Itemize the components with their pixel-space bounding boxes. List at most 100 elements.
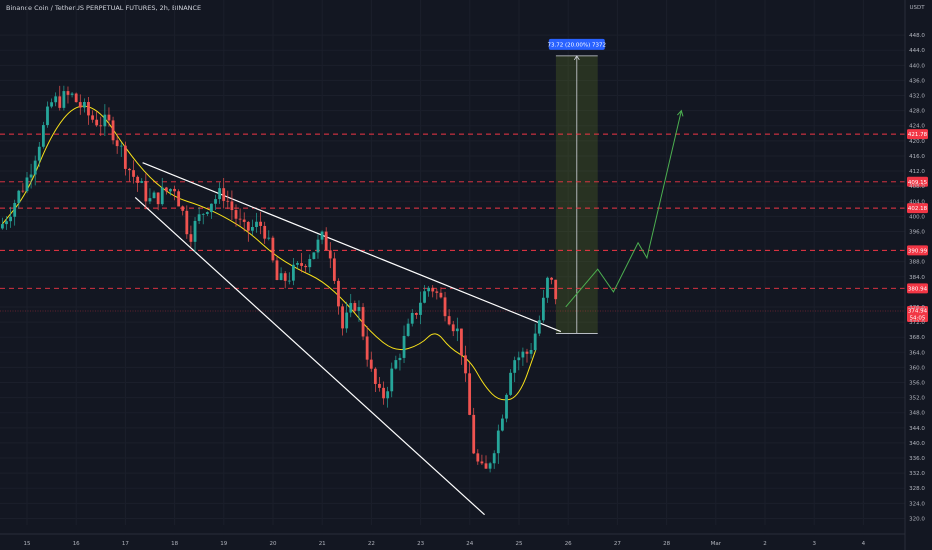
candle-body	[546, 277, 549, 298]
price-tick-label: 404.0	[909, 199, 925, 205]
candle-body	[390, 368, 394, 392]
resistance-tag: 409.15	[907, 176, 928, 187]
measure-label: 73.72 (20.00%) 7372	[548, 42, 607, 48]
resistance-tag: 402.18	[907, 203, 928, 214]
price-tick-label: 448.0	[909, 33, 925, 39]
candle-body	[140, 181, 144, 183]
candle-body	[500, 418, 504, 431]
price-tick-label: 336.0	[909, 456, 925, 462]
measure-label-bg	[548, 38, 605, 50]
candle-body	[21, 190, 25, 192]
candle-body	[9, 216, 12, 222]
resistance-value: 390.99	[908, 248, 928, 254]
resistance-tag: 421.78	[907, 129, 928, 140]
candle-body	[529, 350, 533, 354]
time-tick-label: 15	[24, 541, 31, 547]
candle-body	[132, 170, 135, 177]
time-tick-label: 27	[614, 541, 621, 547]
candle-body	[50, 102, 53, 107]
candle-body	[5, 221, 8, 225]
time-tick-label: 4	[862, 541, 866, 547]
time-tick-label: 3	[812, 541, 816, 547]
time-tick-label: 2	[763, 541, 767, 547]
candle-body	[476, 453, 480, 462]
candle-body	[37, 146, 41, 161]
wedge-upper-line[interactable]	[142, 162, 562, 333]
price-tick-label: 384.0	[909, 275, 925, 281]
candle-body	[353, 303, 357, 311]
time-tick-label: 22	[368, 541, 375, 547]
candle-body	[250, 227, 254, 231]
projection-line[interactable]	[565, 110, 682, 308]
price-axis[interactable]: USDT 448.0 444.0 440.0 436.0 432.0 428.0 424.0 4…	[904, 0, 925, 550]
time-tick-label: 28	[663, 541, 670, 547]
candle-body	[246, 221, 250, 231]
candle-body	[394, 360, 398, 369]
candle-body	[386, 391, 390, 399]
candle-body	[484, 463, 488, 469]
price-tick-label: 372.0	[909, 320, 925, 326]
candle-body	[316, 239, 320, 253]
price-tick-label: 424.0	[909, 124, 925, 130]
candles	[0, 85, 558, 473]
candle-body	[46, 106, 49, 126]
candle-body	[17, 190, 21, 203]
candle-body	[308, 258, 312, 268]
candle-body	[66, 91, 70, 95]
candle-body	[95, 119, 99, 126]
candle-body	[554, 279, 558, 300]
measure-tool[interactable]: 73.72 (20.00%) 7372	[548, 38, 607, 334]
candle-body	[320, 231, 324, 240]
projection-arrowhead	[676, 109, 684, 117]
wedge-lower-line[interactable]	[134, 197, 485, 516]
candle-body	[373, 368, 377, 384]
candle-body	[177, 191, 181, 207]
candle-body	[205, 212, 209, 214]
candle-body	[25, 177, 29, 192]
candle-body	[402, 335, 406, 358]
candle-body	[505, 394, 508, 419]
candle-body	[259, 221, 262, 226]
last-price-value: 374.94	[908, 308, 928, 314]
candle-body	[82, 101, 86, 108]
candle-body	[185, 210, 189, 235]
time-axis[interactable]: 15 16 17 18 19 20 21 22 23 24 25 26 27 28 Mar 2 3 4	[0, 533, 905, 547]
candle-body	[13, 202, 17, 217]
candle-body	[509, 372, 512, 395]
price-tick-label: 332.0	[909, 471, 925, 477]
candle-body	[472, 414, 476, 454]
price-projection[interactable]	[565, 109, 684, 308]
price-tick-label: 412.0	[909, 169, 925, 175]
time-tick-label: 24	[466, 541, 473, 547]
candle-body	[226, 200, 230, 202]
candle-body	[517, 357, 521, 361]
candle-body	[54, 96, 58, 103]
candle-body	[533, 333, 537, 351]
falling-wedge[interactable]	[134, 162, 562, 516]
candle-body	[419, 302, 422, 315]
candle-body	[111, 120, 115, 141]
candle-body	[414, 312, 418, 315]
candle-body	[369, 359, 373, 369]
candle-body	[296, 263, 299, 265]
price-tick-label: 420.0	[909, 139, 925, 145]
resistance-tag-bg	[907, 203, 928, 214]
candle-body	[210, 203, 213, 213]
candle-body	[496, 430, 500, 454]
candle-body	[91, 115, 94, 120]
candle-body	[279, 273, 283, 280]
candle-body	[234, 210, 238, 219]
time-tick-label: 25	[516, 541, 523, 547]
candle-body	[33, 160, 37, 175]
candle-body	[238, 218, 242, 220]
candle-body	[136, 176, 140, 183]
price-tick-label: 396.0	[909, 229, 925, 235]
candle-body	[455, 328, 459, 332]
price-tick-label: 432.0	[909, 94, 925, 100]
candle-body	[521, 351, 525, 358]
candle-body	[365, 336, 369, 360]
time-tick-label: 21	[319, 541, 326, 547]
time-tick-label: 23	[417, 541, 424, 547]
